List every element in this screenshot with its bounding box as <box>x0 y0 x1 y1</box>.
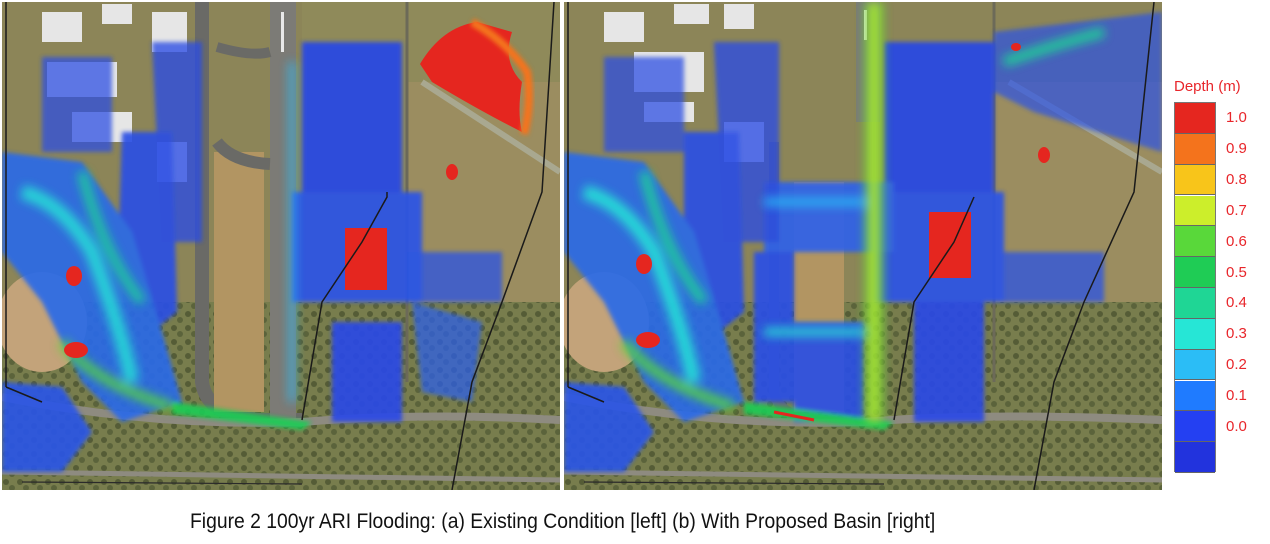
legend-swatch <box>1175 226 1215 258</box>
legend-tick-label: 0.7 <box>1226 201 1247 219</box>
legend-swatch <box>1175 411 1215 443</box>
legend-swatch <box>1175 380 1215 412</box>
legend-swatch <box>1175 103 1215 134</box>
figure-caption: Figure 2 100yr ARI Flooding: (a) Existin… <box>190 510 936 533</box>
legend-swatch <box>1175 164 1215 196</box>
legend-swatch <box>1175 288 1215 319</box>
flood-extent <box>2 18 533 472</box>
flood-extent <box>564 2 1162 472</box>
legend-tick-label: 0.9 <box>1226 140 1247 158</box>
legend-tick-label: 0.2 <box>1226 356 1247 374</box>
legend-color-bar <box>1174 102 1216 473</box>
legend-swatch <box>1175 349 1215 381</box>
legend-tick-label: 1.0 <box>1226 109 1247 127</box>
legend-tick-label: 0.0 <box>1226 417 1247 435</box>
legend-tick-label: 0.3 <box>1226 325 1247 343</box>
legend-swatch <box>1175 257 1215 288</box>
legend-tick-label: 0.5 <box>1226 263 1247 281</box>
legend-tick-label: 0.1 <box>1226 386 1247 404</box>
legend-tick-label: 0.4 <box>1226 294 1247 312</box>
flood-map-proposed <box>564 2 1162 490</box>
legend-swatch <box>1175 442 1215 473</box>
legend-swatch <box>1175 195 1215 227</box>
flood-map-existing <box>2 2 560 490</box>
legend-swatch <box>1175 318 1215 350</box>
catchment-boundary <box>5 2 555 490</box>
legend-tick-label: 0.6 <box>1226 232 1247 250</box>
legend-swatch <box>1175 133 1215 165</box>
catchment-boundary <box>567 2 1155 490</box>
legend-tick-label: 0.8 <box>1226 171 1247 189</box>
map-existing-condition <box>2 2 560 490</box>
depth-legend: Depth (m) 1.0 0.9 0.8 0.7 0.6 0.5 0.4 0.3 0.2 0.1… <box>1168 74 1268 484</box>
map-proposed-basin <box>564 2 1162 490</box>
legend-title: Depth (m) <box>1174 78 1241 95</box>
